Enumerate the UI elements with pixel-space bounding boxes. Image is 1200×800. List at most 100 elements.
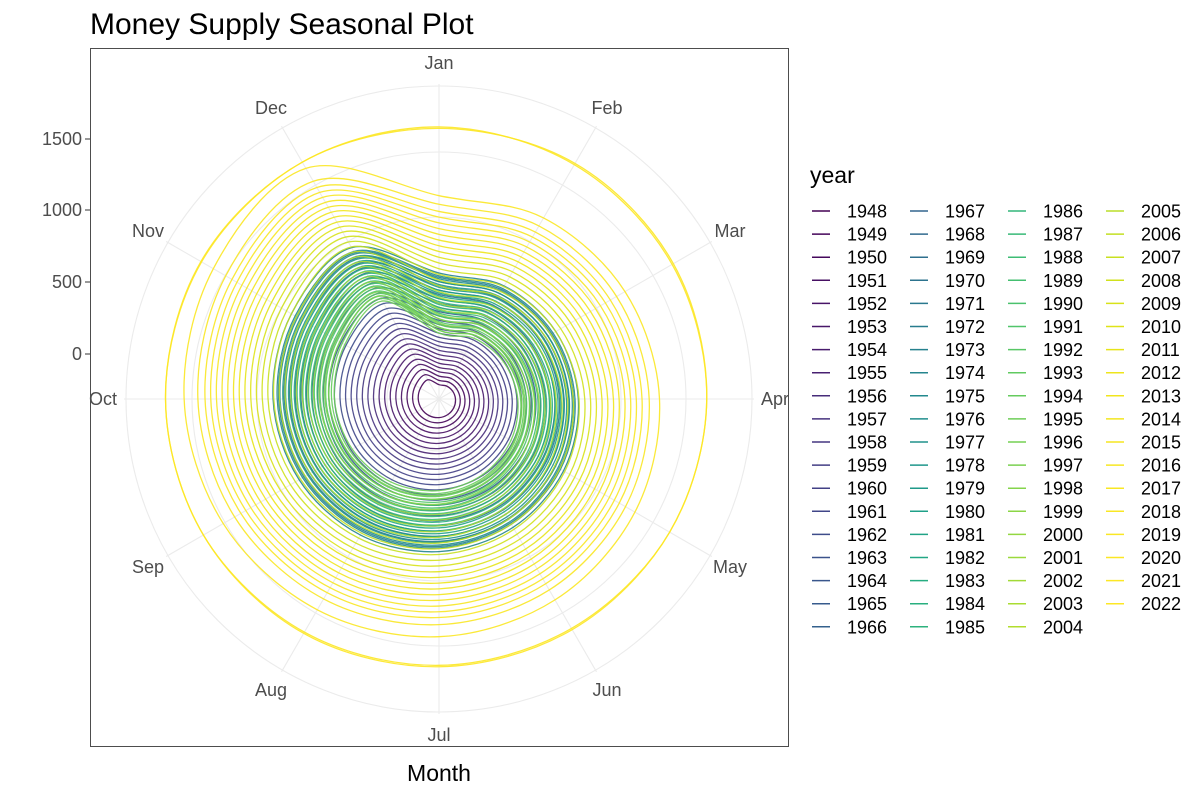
- legend-item-2010: 2010: [1106, 317, 1181, 337]
- legend-label-1960: 1960: [847, 479, 887, 499]
- series-line-1951: [400, 363, 471, 434]
- legend-label-1994: 1994: [1043, 386, 1083, 406]
- legend-item-1962: 1962: [812, 525, 887, 545]
- legend-label-1989: 1989: [1043, 271, 1083, 291]
- legend-label-1980: 1980: [945, 502, 985, 522]
- legend-label-1971: 1971: [945, 294, 985, 314]
- legend-item-2004: 2004: [1008, 617, 1083, 637]
- legend-label-1993: 1993: [1043, 363, 1083, 383]
- legend-item-1996: 1996: [1008, 433, 1083, 453]
- legend-label-1955: 1955: [847, 363, 887, 383]
- legend-label-1975: 1975: [945, 386, 985, 406]
- legend-item-1972: 1972: [910, 317, 985, 337]
- legend-item-1951: 1951: [812, 271, 887, 291]
- legend-label-1974: 1974: [945, 363, 985, 383]
- legend-label-2005: 2005: [1141, 202, 1181, 222]
- series-line-1985: [305, 275, 548, 521]
- legend-label-2001: 2001: [1043, 548, 1083, 568]
- legend-item-2000: 2000: [1008, 525, 1083, 545]
- legend-item-2012: 2012: [1106, 363, 1181, 383]
- legend-label-1982: 1982: [945, 548, 985, 568]
- legend-item-1993: 1993: [1008, 363, 1083, 383]
- legend-item-1979: 1979: [910, 479, 985, 499]
- y-tick-label-1000: 1000: [42, 200, 82, 220]
- legend-label-1968: 1968: [945, 225, 985, 245]
- legend-item-1988: 1988: [1008, 248, 1083, 268]
- legend-label-1954: 1954: [847, 340, 887, 360]
- month-label-feb: Feb: [591, 98, 622, 118]
- legend-item-2003: 2003: [1008, 594, 1083, 614]
- series-line-2021: [164, 127, 708, 666]
- legend-item-2006: 2006: [1106, 225, 1181, 245]
- month-label-nov: Nov: [132, 221, 164, 241]
- month-label-mar: Mar: [714, 221, 745, 241]
- legend-item-1981: 1981: [910, 525, 985, 545]
- legend-label-1979: 1979: [945, 479, 985, 499]
- series-line-1987: [310, 280, 542, 515]
- series-line-1981: [293, 264, 559, 532]
- legend-item-1987: 1987: [1008, 225, 1083, 245]
- legend-label-2011: 2011: [1141, 340, 1180, 360]
- legend-item-1998: 1998: [1008, 479, 1083, 499]
- legend-item-2008: 2008: [1106, 271, 1181, 291]
- legend-label-2020: 2020: [1141, 548, 1181, 568]
- legend-label-2019: 2019: [1141, 525, 1181, 545]
- legend-label-2018: 2018: [1141, 502, 1181, 522]
- legend-item-2014: 2014: [1106, 409, 1181, 429]
- series-line-2015: [221, 199, 626, 602]
- series-line-1983: [299, 270, 553, 526]
- legend-label-1981: 1981: [945, 525, 985, 545]
- chart-title: Money Supply Seasonal Plot: [90, 8, 474, 41]
- legend-label-2009: 2009: [1141, 294, 1181, 314]
- legend-item-1982: 1982: [910, 548, 985, 568]
- series-line-1949: [411, 374, 461, 424]
- legend-item-1948: 1948: [812, 202, 887, 222]
- legend-label-1948: 1948: [847, 202, 887, 222]
- legend-label-1969: 1969: [945, 248, 985, 268]
- legend-label-1950: 1950: [847, 248, 887, 268]
- series-line-1979: [287, 259, 565, 538]
- legend-label-2022: 2022: [1141, 594, 1181, 614]
- series-line-1997: [323, 291, 526, 500]
- series-line-2012: [238, 215, 609, 584]
- legend-item-2001: 2001: [1008, 548, 1083, 568]
- grid-spoke-feb: [438, 125, 597, 400]
- legend-item-1963: 1963: [812, 548, 887, 568]
- series-line-2009: [255, 230, 592, 567]
- legend-label-1997: 1997: [1043, 456, 1083, 476]
- month-label-apr: Apr: [761, 389, 789, 409]
- legend-item-1983: 1983: [910, 571, 985, 591]
- y-axis-ticks: 0 500 1000 1500: [42, 129, 90, 364]
- legend-item-2017: 2017: [1106, 479, 1181, 499]
- legend-item-1949: 1949: [812, 225, 887, 245]
- series-line-1959: [356, 322, 509, 476]
- legend-item-1994: 1994: [1008, 386, 1083, 406]
- legend-item-1995: 1995: [1008, 409, 1083, 429]
- legend-label-2004: 2004: [1043, 617, 1083, 637]
- legend-item-2011: 2011: [1106, 340, 1180, 360]
- series-line-1955: [378, 343, 490, 455]
- legend-item-1990: 1990: [1008, 294, 1083, 314]
- series-line-1995: [333, 300, 519, 492]
- y-tick-label-500: 500: [52, 272, 82, 292]
- legend-label-1959: 1959: [847, 456, 887, 476]
- series-line-2014: [227, 204, 620, 596]
- legend-item-1968: 1968: [910, 225, 985, 245]
- series-line-1999: [312, 281, 536, 511]
- series-line-2017: [209, 189, 638, 613]
- legend-label-1995: 1995: [1043, 409, 1083, 429]
- legend-item-2002: 2002: [1008, 571, 1083, 591]
- legend-label-2013: 2013: [1141, 386, 1181, 406]
- legend-label-1999: 1999: [1043, 502, 1083, 522]
- legend-item-2015: 2015: [1106, 433, 1181, 453]
- series-line-2008: [261, 235, 586, 562]
- legend-item-1984: 1984: [910, 594, 985, 614]
- legend-label-1972: 1972: [945, 317, 985, 337]
- series-line-1954: [384, 348, 485, 450]
- legend-label-1988: 1988: [1043, 248, 1083, 268]
- series-line-2000: [307, 276, 540, 516]
- legend-item-1976: 1976: [910, 409, 985, 429]
- legend-item-1977: 1977: [910, 433, 985, 453]
